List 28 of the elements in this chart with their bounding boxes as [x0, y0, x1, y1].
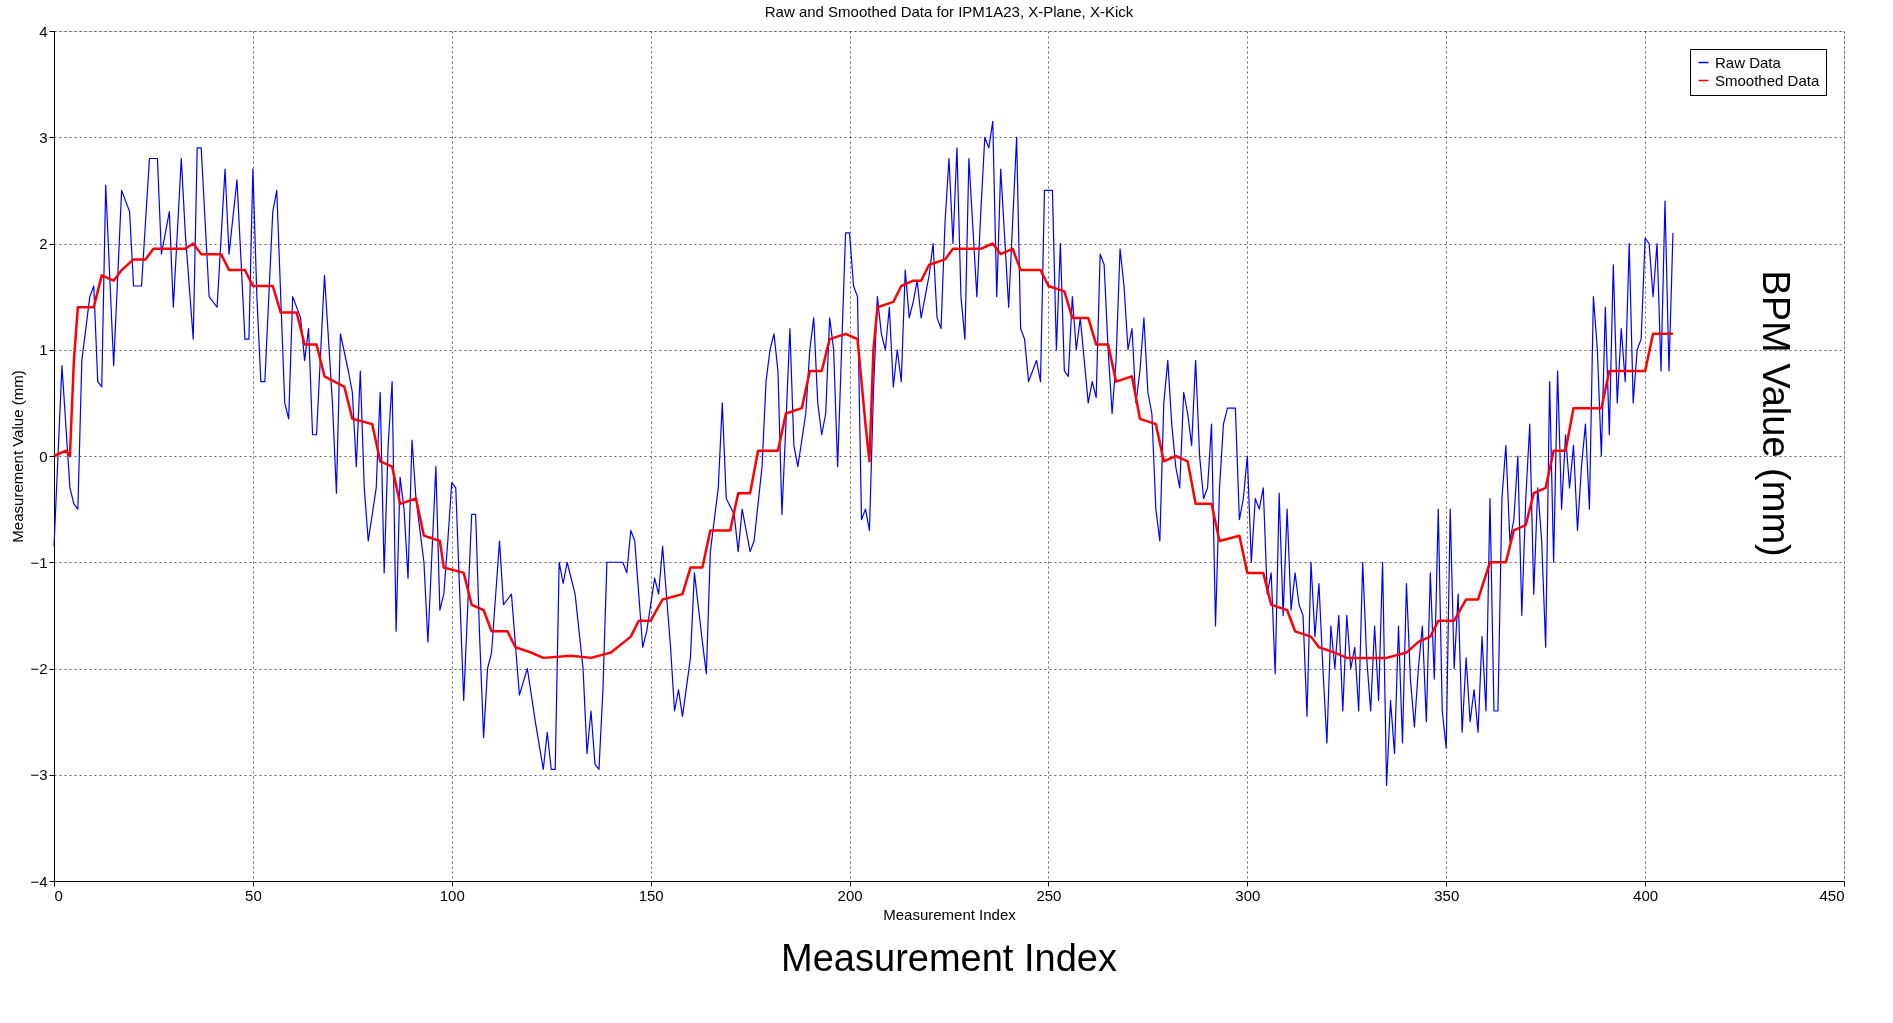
- legend-label: Raw Data: [1715, 53, 1782, 71]
- x-tick-label: 300: [1235, 886, 1261, 904]
- x-tick-label: 400: [1633, 886, 1659, 904]
- x-tick-label: 0: [54, 886, 63, 904]
- y-axis-title: Measurement Value (mm): [9, 370, 27, 543]
- chart-title: Raw and Smoothed Data for IPM1A23, X-Plane, X-Kick: [764, 3, 1134, 20]
- y-tick-label: −2: [30, 660, 48, 677]
- x-tick-label: 100: [439, 886, 465, 904]
- y-tick-label: 4: [39, 22, 48, 40]
- x-tick-label: 150: [638, 886, 664, 904]
- text: Measurement Index: [781, 937, 1117, 979]
- y-tick-label: −4: [30, 872, 48, 890]
- x-axis-title: Measurement Index: [883, 905, 1017, 923]
- x-tick-label: 450: [1819, 886, 1845, 904]
- line-series: [53, 120, 1674, 786]
- y-tick-label: 1: [39, 341, 48, 359]
- legend-label: Smoothed Data: [1715, 71, 1820, 89]
- line-series: [52, 242, 1675, 660]
- y-tick-label: 3: [39, 128, 48, 146]
- y-tick-label: 0: [39, 447, 48, 465]
- y-tick-label: −3: [30, 766, 48, 784]
- x-tick-label: 350: [1434, 886, 1460, 904]
- y-tick-label: −1: [30, 553, 48, 571]
- x-tick-label: 200: [837, 886, 863, 904]
- y-tick-label: 2: [39, 235, 48, 252]
- x-tick-label: 250: [1036, 886, 1062, 904]
- x-tick-label: 50: [245, 886, 262, 904]
- annotation: BPM Value (mm): [1755, 270, 1797, 557]
